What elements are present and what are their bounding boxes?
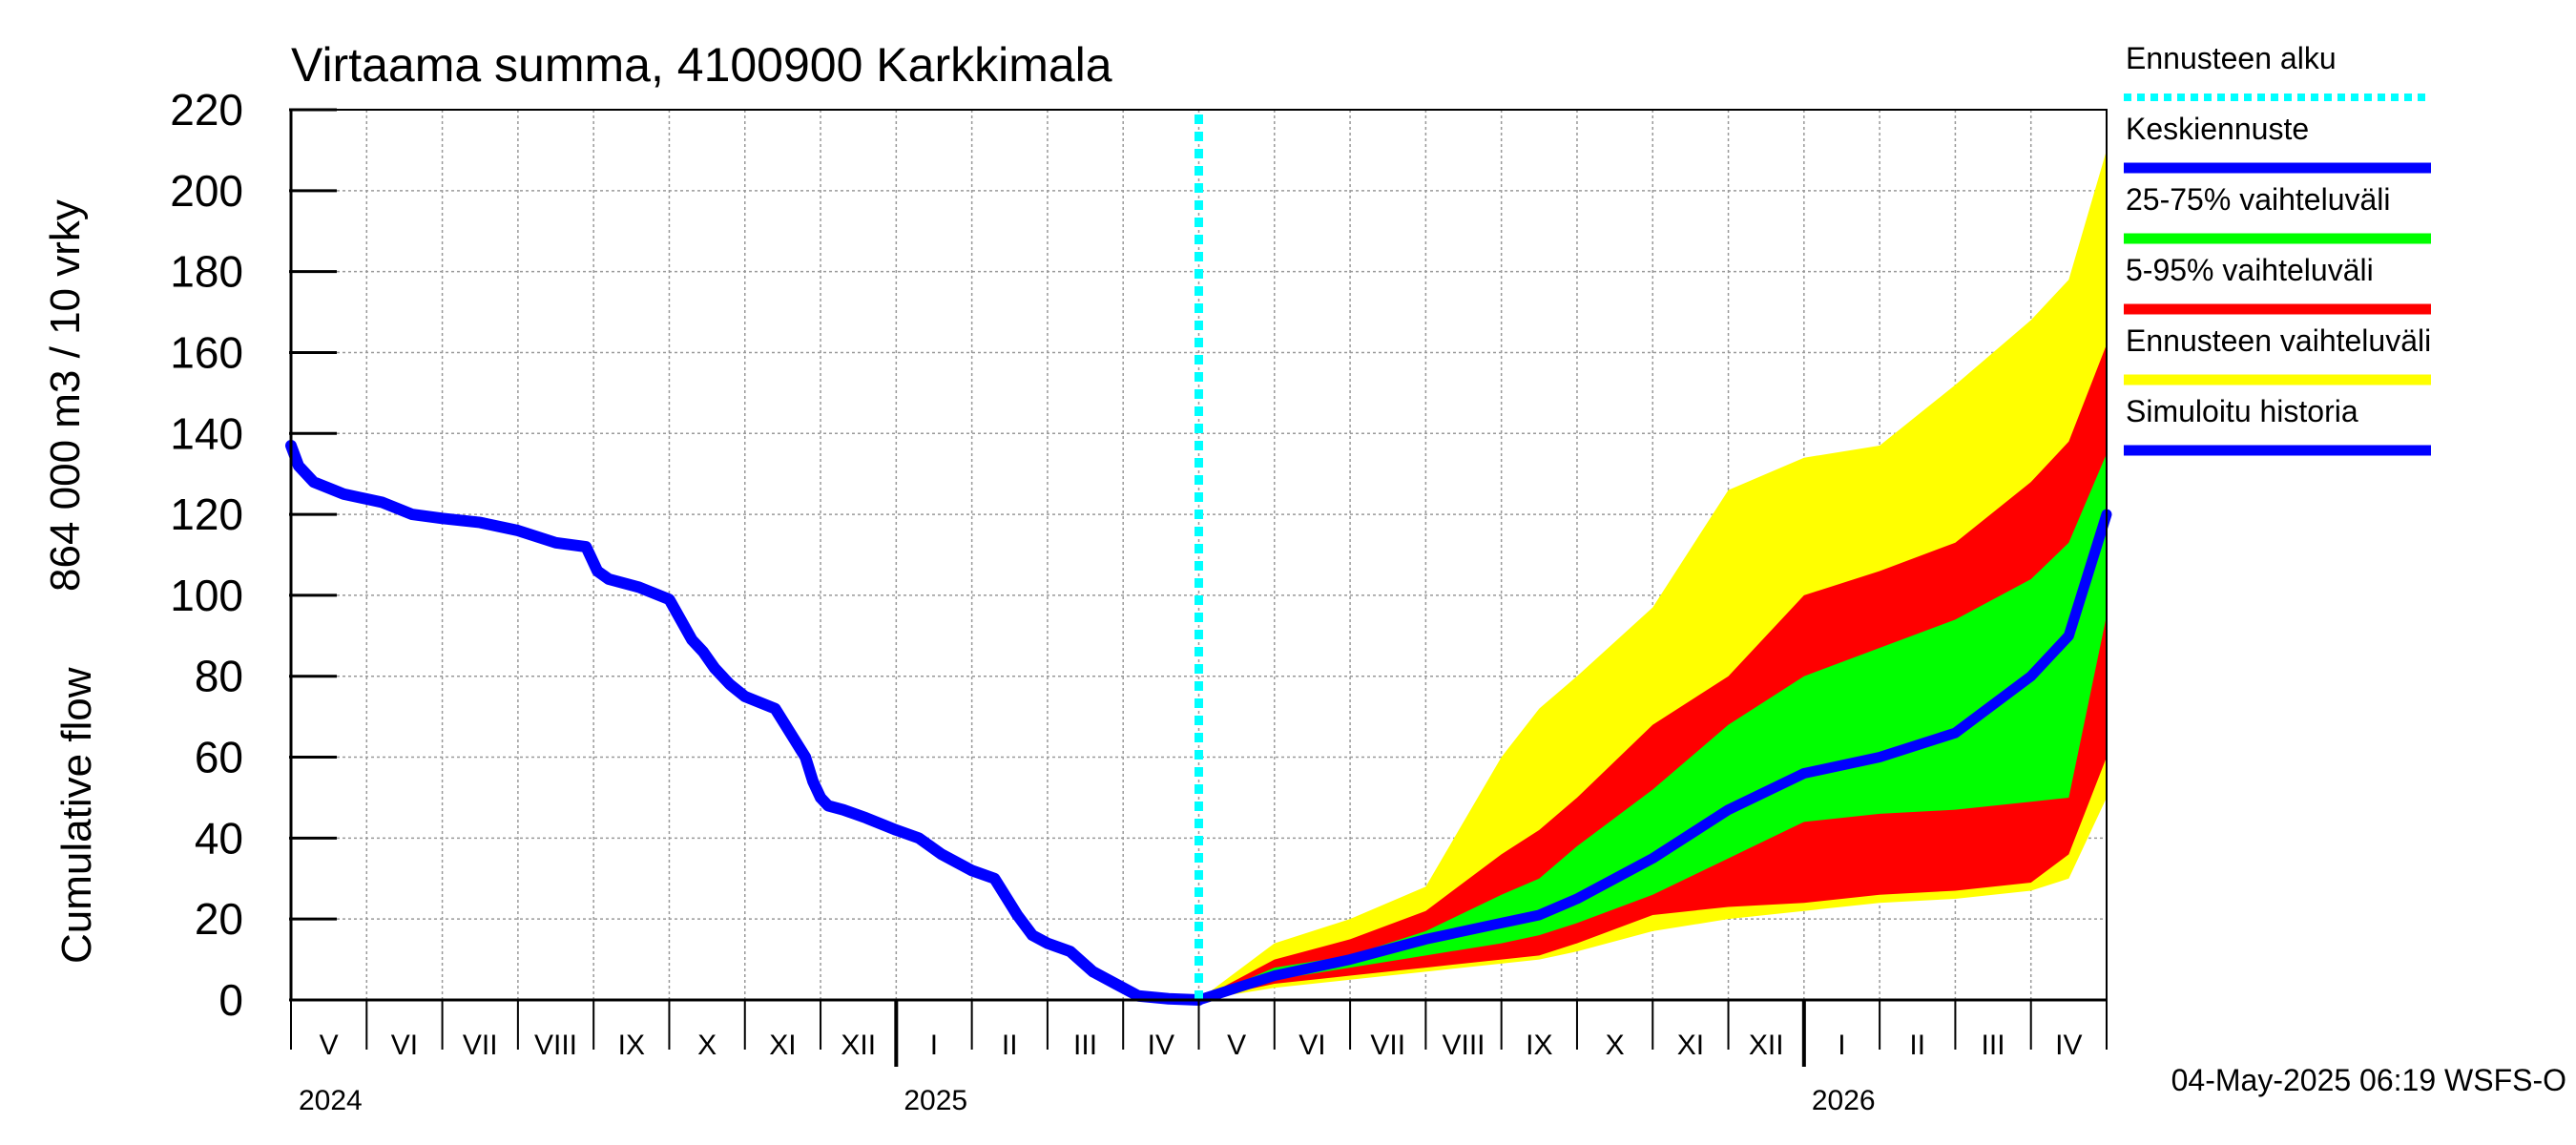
y-tick-label: 220 [170,85,243,135]
legend-label: Ennusteen vaihteluväli [2126,323,2431,358]
x-month-label: VIII [1443,1030,1485,1061]
x-month-label: XII [841,1030,876,1061]
simulated-history-line [285,439,1205,1006]
y-tick-label: 140 [170,408,243,458]
x-month-label: X [1606,1030,1625,1061]
y-tick-label: 40 [195,813,243,863]
x-year-label: 2024 [299,1085,363,1116]
x-month-label: I [1838,1030,1845,1061]
y-tick-label: 160 [170,327,243,377]
legend: Ennusteen alku Keskiennuste 25-75% vaihtel… [2124,41,2431,456]
x-month-label: IV [2055,1030,2082,1061]
y-tick-label: 0 [218,975,243,1025]
legend-label: Keskiennuste [2126,112,2309,146]
x-month-label: V [320,1030,339,1061]
x-month-label: IX [1526,1030,1552,1061]
x-month-label: XII [1749,1030,1784,1061]
y-tick-label: 60 [195,733,243,782]
x-month-label: I [930,1030,938,1061]
x-month-label: III [1073,1030,1097,1061]
y-axis-ticks: 0 20 40 60 80 100 120 140 160 180 200 220 [170,85,337,1025]
x-month-label: II [1909,1030,1925,1061]
forecast-25-75-band [1198,453,2107,1000]
x-year-label: 2026 [1812,1085,1876,1116]
y-axis-label-line1: Cumulative flow [53,667,100,964]
x-month-label: VI [391,1030,418,1061]
y-tick-label: 20 [195,894,243,944]
y-tick-label: 120 [170,489,243,539]
legend-label: 5-95% vaihteluväli [2126,253,2374,287]
legend-label: Simuloitu historia [2126,394,2358,428]
y-tick-label: 180 [170,247,243,297]
x-month-label: X [697,1030,717,1061]
y-tick-label: 80 [195,652,243,701]
forecast-5-95-band [1198,344,2107,1000]
x-month-label: VII [1370,1030,1405,1061]
y-axis-label-line2: 864 000 m3 / 10 vrky [42,199,89,592]
y-tick-label: 200 [170,166,243,216]
x-month-label: VII [463,1030,498,1061]
x-month-label: VIII [534,1030,577,1061]
x-month-label: IX [618,1030,645,1061]
x-month-label: XI [1677,1030,1704,1061]
x-month-label: XI [769,1030,796,1061]
plot-area [285,109,2112,1006]
x-month-label: IV [1148,1030,1174,1061]
legend-label: Ennusteen alku [2126,41,2337,75]
x-axis: V VI VII VIII IX X XI XII I II III IV V VI VII VIII IX X X… [290,998,2108,1116]
x-year-label: 2025 [904,1085,967,1116]
median-forecast-line [1194,509,2112,1006]
legend-label: 25-75% vaihteluväli [2126,182,2391,217]
x-month-label: II [1002,1030,1018,1061]
footer-timestamp: 04-May-2025 06:19 WSFS-O [2171,1063,2566,1097]
x-month-label: III [1982,1030,2005,1061]
y-tick-label: 100 [170,571,243,620]
x-month-label: VI [1298,1030,1325,1061]
x-month-label: V [1227,1030,1246,1061]
chart-title: Virtaama summa, 4100900 Karkkimala [291,38,1112,92]
